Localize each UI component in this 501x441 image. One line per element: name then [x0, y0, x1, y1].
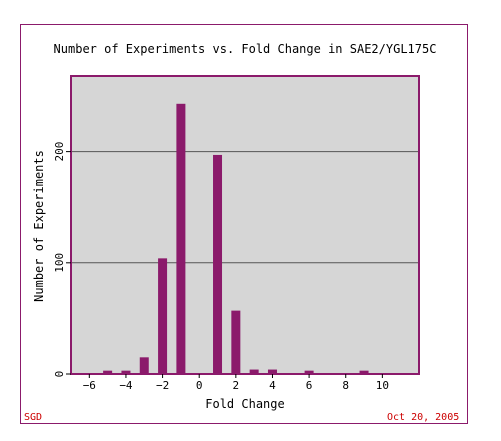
- x-axis-label: Fold Change: [205, 397, 284, 411]
- bar: [158, 258, 168, 374]
- y-tick-label: 200: [53, 142, 66, 162]
- plot-border: [70, 75, 420, 375]
- y-tick-label: 100: [53, 253, 66, 273]
- footer-date: Oct 20, 2005: [387, 412, 460, 423]
- x-tick-label: 2: [233, 379, 240, 392]
- x-tick-label: 6: [306, 379, 313, 392]
- bars: [103, 103, 369, 374]
- x-tick-label: −2: [156, 379, 169, 392]
- y-axis-label: Number of Experiments: [32, 150, 46, 302]
- y-tick-label: 0: [53, 371, 66, 378]
- bar: [267, 369, 277, 374]
- chart-title: Number of Experiments vs. Fold Change in…: [54, 42, 437, 56]
- grid-lines: [71, 151, 419, 264]
- bar: [304, 370, 314, 374]
- bar: [121, 370, 131, 374]
- plot-area: [71, 76, 419, 374]
- bar: [103, 370, 113, 374]
- bar: [249, 369, 259, 374]
- bar: [176, 103, 186, 374]
- x-tick-label: 10: [376, 379, 389, 392]
- bar: [213, 154, 223, 374]
- x-tick-label: 4: [269, 379, 276, 392]
- x-tick-label: −6: [83, 379, 96, 392]
- x-tick-label: 0: [196, 379, 203, 392]
- y-axis-ticks: 0 100 200: [53, 142, 71, 378]
- x-tick-label: 8: [342, 379, 349, 392]
- bar: [359, 370, 369, 374]
- x-axis-ticks: −6 −4 −2 0 2 4 6 8 10: [83, 374, 389, 392]
- footer-source: SGD: [24, 412, 43, 423]
- bar: [139, 357, 149, 374]
- bar: [231, 310, 241, 374]
- x-tick-label: −4: [119, 379, 133, 392]
